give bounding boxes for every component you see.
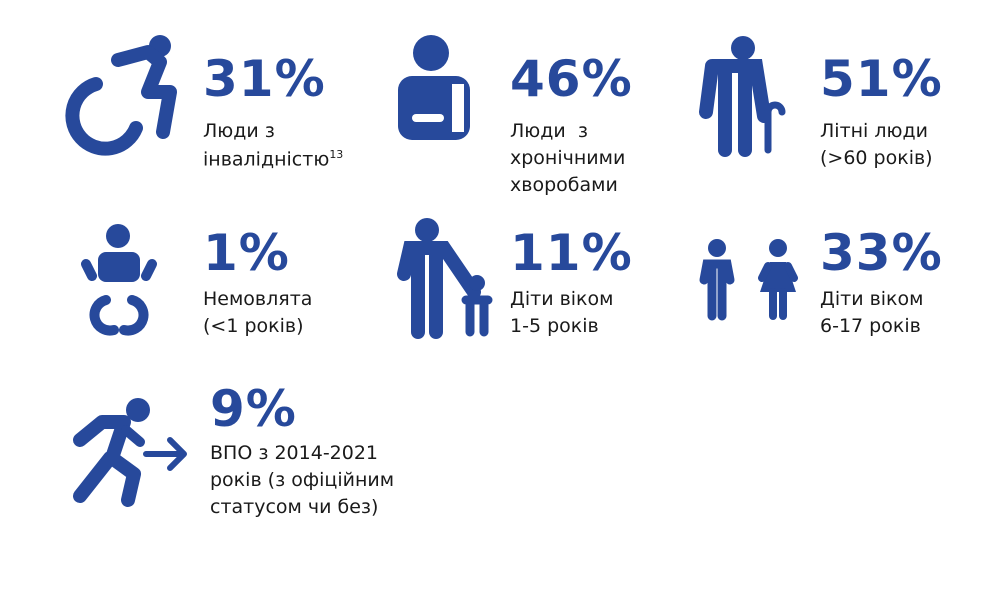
stat-label: хронічними bbox=[510, 147, 626, 169]
stat-value: 31% bbox=[203, 50, 326, 108]
stat-label: Люди з bbox=[510, 120, 588, 142]
stat-label: років (з офіційним bbox=[210, 469, 395, 491]
icon-wheelchair bbox=[65, 35, 177, 156]
stat-value: 46% bbox=[510, 50, 633, 108]
stat-label: Літні люди bbox=[820, 120, 928, 142]
stat-label: інвалідністю13 bbox=[203, 148, 344, 171]
stat-label: (>60 років) bbox=[820, 147, 933, 169]
stat-label: хворобами bbox=[510, 174, 618, 196]
stat-value: 1% bbox=[203, 224, 290, 282]
icon-baby bbox=[81, 224, 157, 336]
footnote-ref: 13 bbox=[329, 148, 344, 161]
stat-label: (<1 років) bbox=[203, 315, 304, 337]
stat-label: Діти віком bbox=[510, 288, 614, 310]
stat-label: 1-5 років bbox=[510, 315, 599, 337]
icon-children bbox=[699, 239, 798, 321]
icon-elderly bbox=[699, 36, 786, 157]
stat-value: 11% bbox=[510, 224, 633, 282]
icon-parent-child bbox=[397, 218, 493, 339]
stat-label: статусом чи без) bbox=[210, 496, 379, 518]
stat-label: Немовлята bbox=[203, 288, 313, 310]
icon-chronic bbox=[398, 35, 470, 140]
stat-label: Діти віком bbox=[820, 288, 924, 310]
stat-value: 33% bbox=[820, 224, 943, 282]
stat-value: 9% bbox=[210, 380, 297, 438]
stat-value: 51% bbox=[820, 50, 943, 108]
stat-label: ВПО з 2014-2021 bbox=[210, 442, 379, 464]
icon-displaced bbox=[73, 398, 187, 507]
stat-label: 6-17 років bbox=[820, 315, 921, 337]
stat-label: Люди з bbox=[203, 120, 275, 142]
